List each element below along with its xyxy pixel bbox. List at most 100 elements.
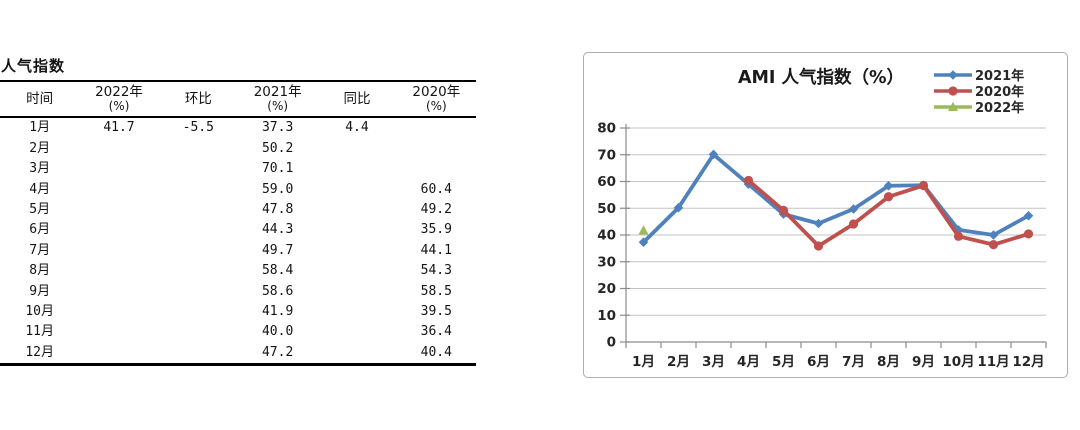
x-axis-label: 8月: [877, 354, 900, 370]
table-cell: [317, 302, 396, 322]
table-cell: [159, 159, 238, 179]
table-cell: 12月: [25, 344, 54, 360]
table-cell: [79, 220, 158, 240]
x-axis-label: 11月: [977, 354, 1009, 370]
series-2020年-marker: [918, 180, 929, 191]
table-column-header: 2022年 (%): [95, 84, 143, 114]
table-cell: [79, 180, 158, 200]
series-2020年-marker: [778, 205, 789, 215]
x-axis-label: 4月: [737, 354, 760, 370]
table-cell: [317, 261, 396, 281]
table-row: 4月 59.0 60.4: [0, 180, 476, 200]
table-cell: 6月: [29, 222, 51, 238]
table-cell: [79, 139, 158, 159]
table-cell: 5月: [29, 202, 51, 217]
ami-line-chart: 0 10 20 30 40 50 60 70 80 1月 2月 3月 4月 5月 6月 7月 8月 9月 10月 11…: [597, 67, 1047, 370]
table-row: 3月 70.1: [0, 159, 476, 179]
y-axis-label: 40: [597, 228, 616, 244]
table-cell: [159, 322, 238, 342]
x-axis-label: 12月: [1012, 354, 1044, 370]
y-axis-label: 80: [597, 121, 616, 137]
table-cell: [317, 180, 396, 200]
y-axis-label: 0: [607, 335, 616, 351]
series-2020年-marker: [743, 175, 754, 186]
table-cell: [159, 241, 238, 261]
table-row: 11月 40.0 36.4: [0, 322, 476, 342]
table-cell: [317, 282, 396, 302]
legend-item-2021年-marker: [948, 70, 958, 80]
table-cell: [397, 159, 476, 179]
legend-item-2021年-label: 2021年: [975, 68, 1024, 84]
table-column-header: 同比: [343, 90, 371, 107]
table-cell: 35.9: [420, 222, 452, 238]
x-axis-label: 6月: [807, 354, 830, 370]
table-cell: [159, 200, 238, 220]
table-cell: 47.8: [261, 202, 294, 217]
table-cell: [79, 282, 158, 302]
table-cell: [159, 220, 238, 240]
x-axis-label: 2月: [667, 354, 690, 370]
table-row: 9月 58.6 58.5: [0, 282, 476, 302]
table-column-header: 时间: [26, 90, 54, 107]
table-row: 6月 44.3 35.9: [0, 220, 476, 240]
table-cell: [317, 322, 396, 342]
table-column-header: 2020年 (%): [412, 84, 461, 114]
legend-item-2020年-label: 2020年: [975, 84, 1024, 100]
table-cell: [397, 139, 476, 159]
x-axis-label: 10月: [942, 354, 974, 370]
ami-chart-panel: 0 10 20 30 40 50 60 70 80 1月 2月 3月 4月 5月 6月 7月 8月 9月 10月 11…: [583, 52, 1068, 378]
x-axis-label: 5月: [772, 354, 795, 370]
table-cell: 8月: [29, 263, 51, 279]
x-axis-label: 7月: [842, 354, 865, 370]
table-cell: [159, 343, 238, 365]
table-cell: [79, 343, 158, 365]
table-cell: 58.6: [261, 283, 294, 299]
table-row: 7月 49.7 44.1: [0, 241, 476, 261]
table-cell: 4.4: [345, 120, 369, 136]
table-cell: [159, 139, 238, 159]
y-axis-label: 70: [597, 147, 616, 163]
table-column-header: 2021年 (%): [253, 84, 302, 114]
table-cell: [159, 180, 238, 200]
table-row: 5月 47.8 49.2: [0, 200, 476, 220]
table-cell: 47.2: [261, 344, 294, 360]
series-2020年-marker: [1023, 229, 1034, 239]
table-cell: [317, 241, 396, 261]
series-2020年-marker: [813, 241, 824, 251]
table-cell: 70.1: [261, 161, 294, 177]
table-cell: 10月: [25, 304, 54, 320]
x-axis-label: 9月: [912, 354, 935, 370]
table-cell: -5.5: [182, 120, 214, 136]
table-cell: [159, 261, 238, 281]
table-cell: [317, 159, 396, 179]
table-cell: 40.4: [420, 344, 452, 360]
table-cell: [317, 200, 396, 220]
popularity-table: 时间 2022年 (%) 环比 2021年 (%) 同比 2020年 (%) 1月 41.7 -5.…: [0, 80, 476, 366]
table-cell: 54.3: [420, 263, 452, 279]
table-cell: 44.3: [261, 222, 294, 238]
table-cell: [159, 302, 238, 322]
table-cell: [397, 117, 476, 138]
table-cell: 1月: [29, 120, 51, 136]
series-2021年-marker: [953, 225, 964, 235]
table-cell: [79, 159, 158, 179]
table-cell: 3月: [29, 161, 51, 177]
table-cell: [159, 282, 238, 302]
table-cell: 9月: [29, 283, 51, 299]
table-cell: 39.5: [420, 304, 452, 320]
table-cell: 50.2: [261, 140, 294, 156]
table-cell: 7月: [29, 242, 51, 258]
y-axis-label: 50: [597, 201, 616, 217]
x-axis-label: 1月: [632, 354, 655, 370]
table-row: 12月 47.2 40.4: [0, 343, 476, 365]
table-cell: [79, 302, 158, 322]
table-row: 1月 41.7 -5.5 37.3 4.4: [0, 117, 476, 138]
series-2020年-marker: [883, 192, 894, 202]
table-cell: [317, 343, 396, 365]
y-axis-label: 10: [597, 308, 616, 324]
legend-item-2022年-label: 2022年: [975, 100, 1024, 116]
table-header-row: 时间 2022年 (%) 环比 2021年 (%) 同比 2020年 (%): [0, 81, 476, 118]
y-axis-label: 60: [597, 174, 616, 190]
table-body: 1月 41.7 -5.5 37.3 4.4 2月 50.2 3月 70.1 4月 59.0 60.4 5…: [0, 117, 476, 365]
